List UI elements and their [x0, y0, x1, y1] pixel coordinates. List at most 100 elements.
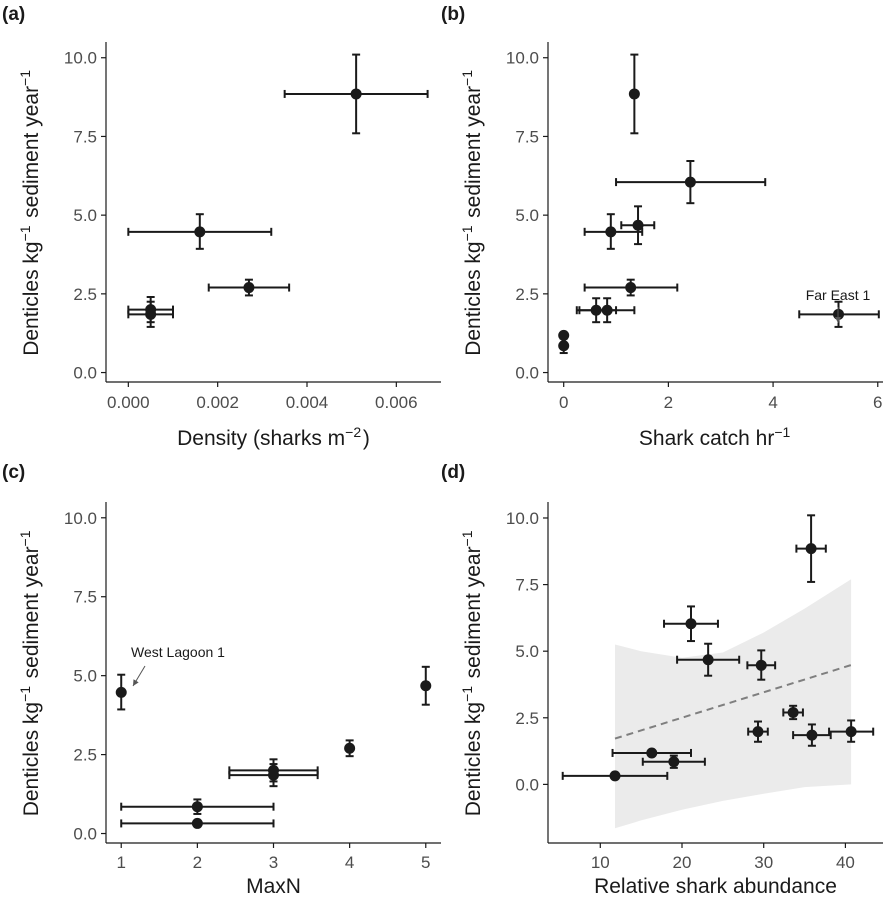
x-tick-label: 4 [768, 393, 777, 412]
data-point [702, 654, 714, 666]
data-point-group [207, 278, 291, 297]
y-axis-label: Denticles kg−1 sediment year−1 [459, 529, 485, 817]
y-axis-label: Denticles kg−1 sediment year−1 [17, 68, 43, 356]
y-tick-label: 10.0 [506, 49, 539, 68]
data-point [787, 706, 799, 718]
x-tick-label: 20 [673, 853, 692, 872]
data-point [191, 817, 203, 829]
x-axis-label: Shark catch hr−1 [639, 424, 792, 450]
data-point [628, 88, 640, 100]
data-point [191, 801, 203, 813]
panel-c: (c) 0.0 2.5 5.0 7.5 10.0 1 2 3 4 5 MaxN Denticles kg… [2, 462, 441, 898]
data-point-group [628, 53, 640, 135]
data-point [601, 304, 613, 316]
data-point [755, 659, 767, 671]
data-point [684, 176, 696, 188]
data-point [646, 747, 658, 759]
data-point-group [663, 605, 719, 643]
data-point [344, 742, 356, 754]
panel-label: (c) [2, 462, 25, 483]
x-axis-label: Relative shark abundance [594, 875, 837, 898]
annotation-arrowhead [835, 317, 841, 323]
data-point [625, 282, 637, 294]
y-axis-label: Denticles kg−1 sediment year−1 [459, 68, 485, 356]
data-point [805, 543, 817, 555]
data-point [806, 729, 818, 741]
data-point-group [792, 723, 832, 747]
data-point [668, 756, 680, 768]
data-point [845, 726, 857, 738]
data-point-group [795, 514, 827, 583]
data-point [609, 770, 621, 782]
data-point [194, 226, 206, 238]
x-tick-label: 2 [193, 853, 202, 872]
data-point-group [120, 798, 275, 815]
x-tick-label: 0.000 [107, 393, 150, 412]
data-point-group [283, 53, 429, 135]
y-tick-label: 5.0 [515, 642, 539, 661]
data-point [605, 226, 617, 238]
data-point [632, 219, 644, 231]
data-point [268, 769, 279, 781]
data-point-group [344, 739, 356, 758]
data-point-group [561, 770, 669, 782]
x-tick-label: 3 [269, 853, 278, 872]
x-tick-label: 1 [116, 853, 125, 872]
data-point [350, 88, 362, 100]
data-point-group [115, 673, 127, 711]
data-point-group [127, 300, 174, 328]
panel-d: (d) 0.0 2.5 5.0 7.5 10.0 10 20 30 40 Relative shar… [441, 462, 883, 898]
x-tick-label: 6 [873, 393, 882, 412]
confidence-band [615, 579, 852, 829]
data-point-group [746, 649, 777, 681]
trend-line [614, 664, 852, 740]
x-tick-label: 0.006 [375, 393, 418, 412]
panel-label: (b) [441, 4, 465, 25]
x-tick-label: 10 [591, 853, 610, 872]
annotation-label: West Lagoon 1 [131, 644, 225, 660]
data-point-group [615, 160, 767, 205]
y-tick-label: 2.5 [73, 285, 97, 304]
y-tick-label: 7.5 [515, 576, 539, 595]
y-tick-label: 2.5 [515, 285, 539, 304]
x-tick-label: 2 [664, 393, 673, 412]
data-point-group [578, 297, 636, 324]
x-tick-label: 0 [559, 393, 568, 412]
y-tick-label: 7.5 [73, 127, 97, 146]
x-tick-label: 4 [345, 853, 354, 872]
x-axis-label: MaxN [246, 875, 301, 898]
data-point-group [798, 300, 880, 328]
x-tick-label: 40 [836, 853, 855, 872]
y-tick-label: 5.0 [73, 667, 97, 686]
y-tick-label: 5.0 [73, 206, 97, 225]
y-axis-label: Denticles kg−1 sediment year−1 [17, 529, 43, 817]
y-tick-label: 10.0 [506, 509, 539, 528]
data-point-group [747, 720, 769, 743]
data-point-group [641, 754, 706, 769]
data-point-group [583, 213, 644, 250]
panel-a: (a) 0.0 2.5 5.0 7.5 10.0 0.000 0.002 0.004 0.006 D… [2, 4, 441, 450]
y-tick-label: 2.5 [73, 746, 97, 765]
data-point-group [620, 205, 656, 246]
data-point-group [782, 704, 804, 721]
data-point-group [676, 642, 741, 677]
data-point-group [583, 278, 679, 297]
x-tick-label: 0.002 [196, 393, 239, 412]
x-axis-label: Density (sharks m−2 ) [177, 424, 370, 450]
data-point [685, 618, 697, 630]
y-tick-label: 0.0 [515, 364, 539, 383]
data-point-group [420, 665, 432, 706]
x-tick-label: 0.004 [286, 393, 329, 412]
y-tick-label: 7.5 [73, 588, 97, 607]
data-point [145, 308, 157, 320]
y-tick-label: 0.0 [73, 825, 97, 844]
data-point [752, 726, 764, 738]
x-tick-label: 30 [754, 853, 773, 872]
data-point [558, 340, 570, 352]
y-tick-label: 10.0 [64, 49, 97, 68]
data-point-group [558, 337, 570, 355]
panel-label: (a) [2, 4, 25, 25]
y-tick-label: 0.0 [73, 364, 97, 383]
